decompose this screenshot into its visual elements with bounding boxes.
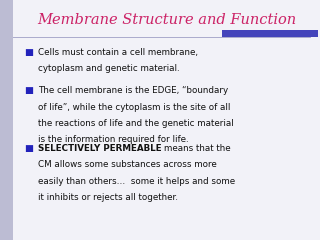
Bar <box>222 30 318 37</box>
Text: ■: ■ <box>24 144 33 153</box>
Text: ■: ■ <box>24 86 33 96</box>
Text: means that the: means that the <box>164 144 231 153</box>
Text: the reactions of life and the genetic material: the reactions of life and the genetic ma… <box>38 119 234 128</box>
Text: Cells must contain a cell membrane,: Cells must contain a cell membrane, <box>38 48 198 57</box>
Text: The cell membrane is the EDGE, “boundary: The cell membrane is the EDGE, “boundary <box>38 86 228 96</box>
Text: ■: ■ <box>24 48 33 57</box>
Text: CM allows some substances across more: CM allows some substances across more <box>38 160 217 169</box>
Text: of life”, while the cytoplasm is the site of all: of life”, while the cytoplasm is the sit… <box>38 103 230 112</box>
Text: is the information required for life.: is the information required for life. <box>38 135 188 144</box>
Text: easily than others…  some it helps and some: easily than others… some it helps and so… <box>38 177 235 186</box>
Text: Membrane Structure and Function: Membrane Structure and Function <box>37 13 296 27</box>
Text: cytoplasm and genetic material.: cytoplasm and genetic material. <box>38 64 180 73</box>
Bar <box>0 0 13 240</box>
Text: SELECTIVELY PERMEABLE: SELECTIVELY PERMEABLE <box>38 144 164 153</box>
Text: it inhibits or rejects all together.: it inhibits or rejects all together. <box>38 193 178 202</box>
